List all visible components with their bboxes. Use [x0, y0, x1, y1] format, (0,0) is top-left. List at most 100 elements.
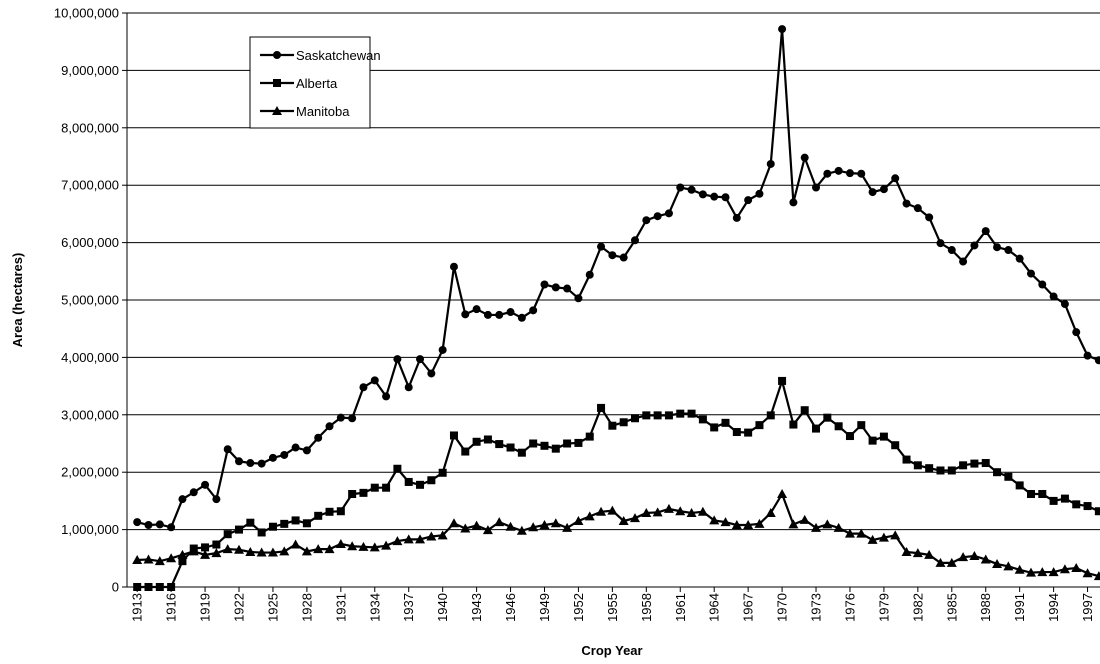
data-point [731, 520, 742, 530]
x-tick-label: 1967 [741, 593, 756, 622]
data-point [687, 409, 696, 418]
data-point [1026, 269, 1035, 278]
data-point [1003, 561, 1014, 571]
data-point [946, 557, 957, 567]
data-point [981, 459, 990, 468]
legend-marker [273, 51, 281, 59]
data-point [1072, 328, 1081, 337]
data-point [777, 489, 788, 499]
data-point [789, 198, 798, 207]
data-point [1082, 568, 1093, 578]
data-point [234, 544, 245, 554]
data-point [608, 421, 617, 430]
data-point [427, 369, 436, 378]
data-point [913, 461, 922, 470]
data-point [664, 209, 673, 218]
data-point [336, 413, 345, 422]
data-point [348, 490, 357, 499]
data-point [619, 253, 628, 262]
data-point [314, 433, 323, 442]
x-tick-label: 1913 [130, 593, 145, 622]
data-point [912, 548, 923, 558]
data-point [597, 242, 606, 251]
data-point [438, 345, 447, 354]
data-point [403, 534, 414, 544]
data-point [811, 522, 822, 532]
data-point [529, 306, 538, 315]
x-tick-label: 1928 [299, 593, 314, 622]
data-point [438, 468, 447, 477]
data-point [404, 477, 413, 486]
data-point [324, 544, 335, 554]
data-point [155, 583, 164, 591]
data-point [167, 583, 176, 591]
data-point [132, 555, 143, 565]
data-point [483, 435, 492, 444]
data-point [348, 414, 357, 423]
data-point [1049, 292, 1058, 301]
data-point [246, 459, 255, 468]
data-point [812, 424, 821, 433]
data-point [358, 541, 369, 551]
x-tick-label: 1976 [842, 593, 857, 622]
x-tick-label: 1922 [232, 593, 247, 622]
y-tick-label: 4,000,000 [61, 350, 119, 365]
data-point [947, 466, 956, 475]
data-point [495, 440, 504, 449]
data-point [698, 415, 707, 424]
data-point [235, 525, 244, 534]
data-point [958, 552, 969, 562]
data-point [596, 506, 607, 516]
data-point [1071, 563, 1082, 573]
data-point [812, 183, 821, 192]
data-point [416, 480, 425, 489]
data-point [653, 212, 662, 221]
data-point [959, 257, 968, 266]
data-point [755, 189, 764, 198]
data-point [584, 511, 595, 521]
data-point [495, 310, 504, 319]
data-point [993, 243, 1002, 252]
data-point [709, 515, 720, 525]
data-point [642, 216, 651, 225]
data-point [267, 547, 278, 557]
data-point [878, 532, 889, 542]
y-tick-label: 2,000,000 [61, 465, 119, 480]
data-point [302, 446, 311, 455]
data-point [1025, 567, 1036, 577]
x-tick-label: 1982 [910, 593, 925, 622]
data-point [754, 518, 765, 528]
x-tick-label: 1988 [978, 593, 993, 622]
data-point [607, 505, 618, 515]
data-point [551, 283, 560, 292]
data-point [868, 188, 877, 197]
x-axis-title: Crop Year [581, 643, 642, 658]
data-point [686, 507, 697, 517]
data-point [223, 530, 232, 539]
data-point [268, 453, 277, 462]
data-point [676, 409, 685, 418]
data-point [178, 557, 187, 566]
x-tick-label: 1937 [401, 593, 416, 622]
data-point [608, 251, 617, 260]
data-point [133, 518, 142, 527]
data-point [291, 516, 300, 525]
data-point [868, 436, 877, 445]
data-point [313, 544, 324, 554]
data-point [744, 196, 753, 205]
data-point [302, 519, 311, 528]
data-point [857, 169, 866, 178]
data-point [427, 476, 436, 485]
series-line [137, 377, 1100, 589]
x-tick-label: 1940 [435, 593, 450, 622]
x-tick-label: 1919 [198, 593, 213, 622]
data-point [256, 547, 267, 557]
data-point [710, 192, 719, 201]
data-point [1072, 500, 1081, 509]
data-point [506, 443, 515, 452]
data-point [925, 464, 934, 473]
data-point [663, 503, 674, 513]
data-point [800, 406, 809, 415]
y-tick-label: 3,000,000 [61, 407, 119, 422]
data-point [833, 522, 844, 532]
